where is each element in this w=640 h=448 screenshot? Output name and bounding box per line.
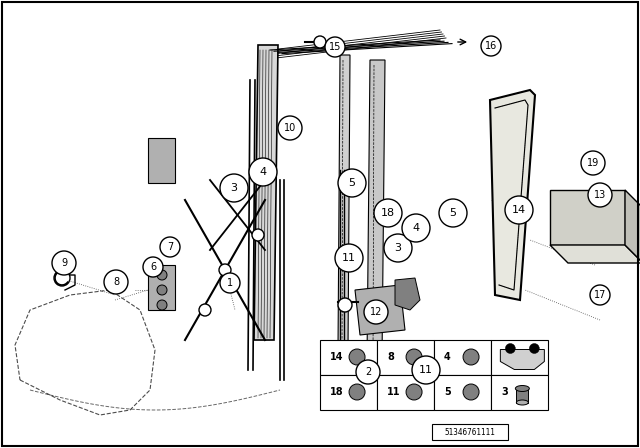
Circle shape: [220, 174, 248, 202]
Polygon shape: [367, 60, 385, 360]
Circle shape: [364, 300, 388, 324]
Circle shape: [356, 360, 380, 384]
Bar: [516, 388, 529, 402]
Bar: [377, 340, 434, 375]
Circle shape: [481, 36, 501, 56]
Polygon shape: [500, 349, 545, 370]
Circle shape: [384, 234, 412, 262]
Bar: [491, 375, 548, 410]
Circle shape: [402, 214, 430, 242]
Circle shape: [588, 183, 612, 207]
Bar: [320, 340, 377, 375]
Circle shape: [278, 116, 302, 140]
Text: 10: 10: [284, 123, 296, 133]
Bar: [377, 375, 434, 410]
Circle shape: [157, 300, 167, 310]
Text: 13: 13: [594, 190, 606, 200]
Text: 1: 1: [227, 278, 233, 288]
Circle shape: [54, 270, 70, 286]
Ellipse shape: [368, 391, 388, 399]
Circle shape: [406, 349, 422, 365]
Circle shape: [325, 37, 345, 57]
Text: 8: 8: [113, 277, 119, 287]
Circle shape: [157, 270, 167, 280]
Ellipse shape: [515, 385, 529, 392]
Text: 19: 19: [587, 158, 599, 168]
Text: 6: 6: [150, 262, 156, 272]
Text: 11: 11: [342, 253, 356, 263]
Polygon shape: [148, 265, 175, 310]
Polygon shape: [338, 55, 350, 350]
Circle shape: [338, 169, 366, 197]
Ellipse shape: [516, 400, 529, 405]
Polygon shape: [355, 285, 405, 335]
Bar: [550, 190, 625, 245]
Text: 14: 14: [512, 205, 526, 215]
Circle shape: [335, 244, 363, 272]
Text: 16: 16: [485, 41, 497, 51]
Circle shape: [157, 285, 167, 295]
Circle shape: [590, 285, 610, 305]
Circle shape: [143, 257, 163, 277]
Circle shape: [463, 349, 479, 365]
Text: 3: 3: [394, 243, 401, 253]
Polygon shape: [148, 138, 175, 183]
Bar: [434, 340, 491, 375]
Circle shape: [349, 384, 365, 400]
Text: 8: 8: [387, 352, 394, 362]
Text: 51346761111: 51346761111: [445, 427, 495, 436]
Circle shape: [219, 264, 231, 276]
Circle shape: [338, 298, 352, 312]
Bar: [434, 375, 491, 410]
Circle shape: [506, 344, 515, 353]
Circle shape: [349, 349, 365, 365]
Text: 18: 18: [330, 387, 344, 397]
Circle shape: [314, 36, 326, 48]
Circle shape: [199, 304, 211, 316]
Text: 15: 15: [329, 42, 341, 52]
Polygon shape: [395, 278, 420, 310]
Circle shape: [529, 344, 540, 353]
Text: 12: 12: [370, 307, 382, 317]
Text: 5: 5: [444, 387, 451, 397]
Text: 9: 9: [61, 258, 67, 268]
Bar: [368, 360, 388, 395]
Polygon shape: [254, 45, 278, 340]
Text: 2: 2: [365, 367, 371, 377]
Bar: [491, 340, 548, 375]
Circle shape: [581, 151, 605, 175]
Circle shape: [406, 384, 422, 400]
Text: 11: 11: [419, 365, 433, 375]
Text: 18: 18: [381, 208, 395, 218]
Circle shape: [249, 158, 277, 186]
Text: 17: 17: [594, 290, 606, 300]
Circle shape: [505, 196, 533, 224]
Polygon shape: [490, 90, 535, 300]
Circle shape: [374, 199, 402, 227]
Text: 4: 4: [444, 352, 451, 362]
Text: 5: 5: [349, 178, 355, 188]
Circle shape: [463, 384, 479, 400]
Text: 3: 3: [230, 183, 237, 193]
Text: 4: 4: [259, 167, 267, 177]
Text: 4: 4: [412, 223, 420, 233]
Polygon shape: [550, 245, 640, 263]
Circle shape: [439, 199, 467, 227]
Circle shape: [104, 270, 128, 294]
Text: 11: 11: [387, 387, 401, 397]
Circle shape: [52, 251, 76, 275]
Circle shape: [252, 229, 264, 241]
Bar: [432, 424, 508, 440]
Text: 14: 14: [330, 352, 344, 362]
Text: 5: 5: [449, 208, 456, 218]
Circle shape: [160, 237, 180, 257]
Circle shape: [220, 273, 240, 293]
Polygon shape: [625, 190, 640, 263]
Circle shape: [412, 356, 440, 384]
Bar: [320, 375, 377, 410]
Text: 3: 3: [501, 387, 508, 397]
Text: 7: 7: [167, 242, 173, 252]
